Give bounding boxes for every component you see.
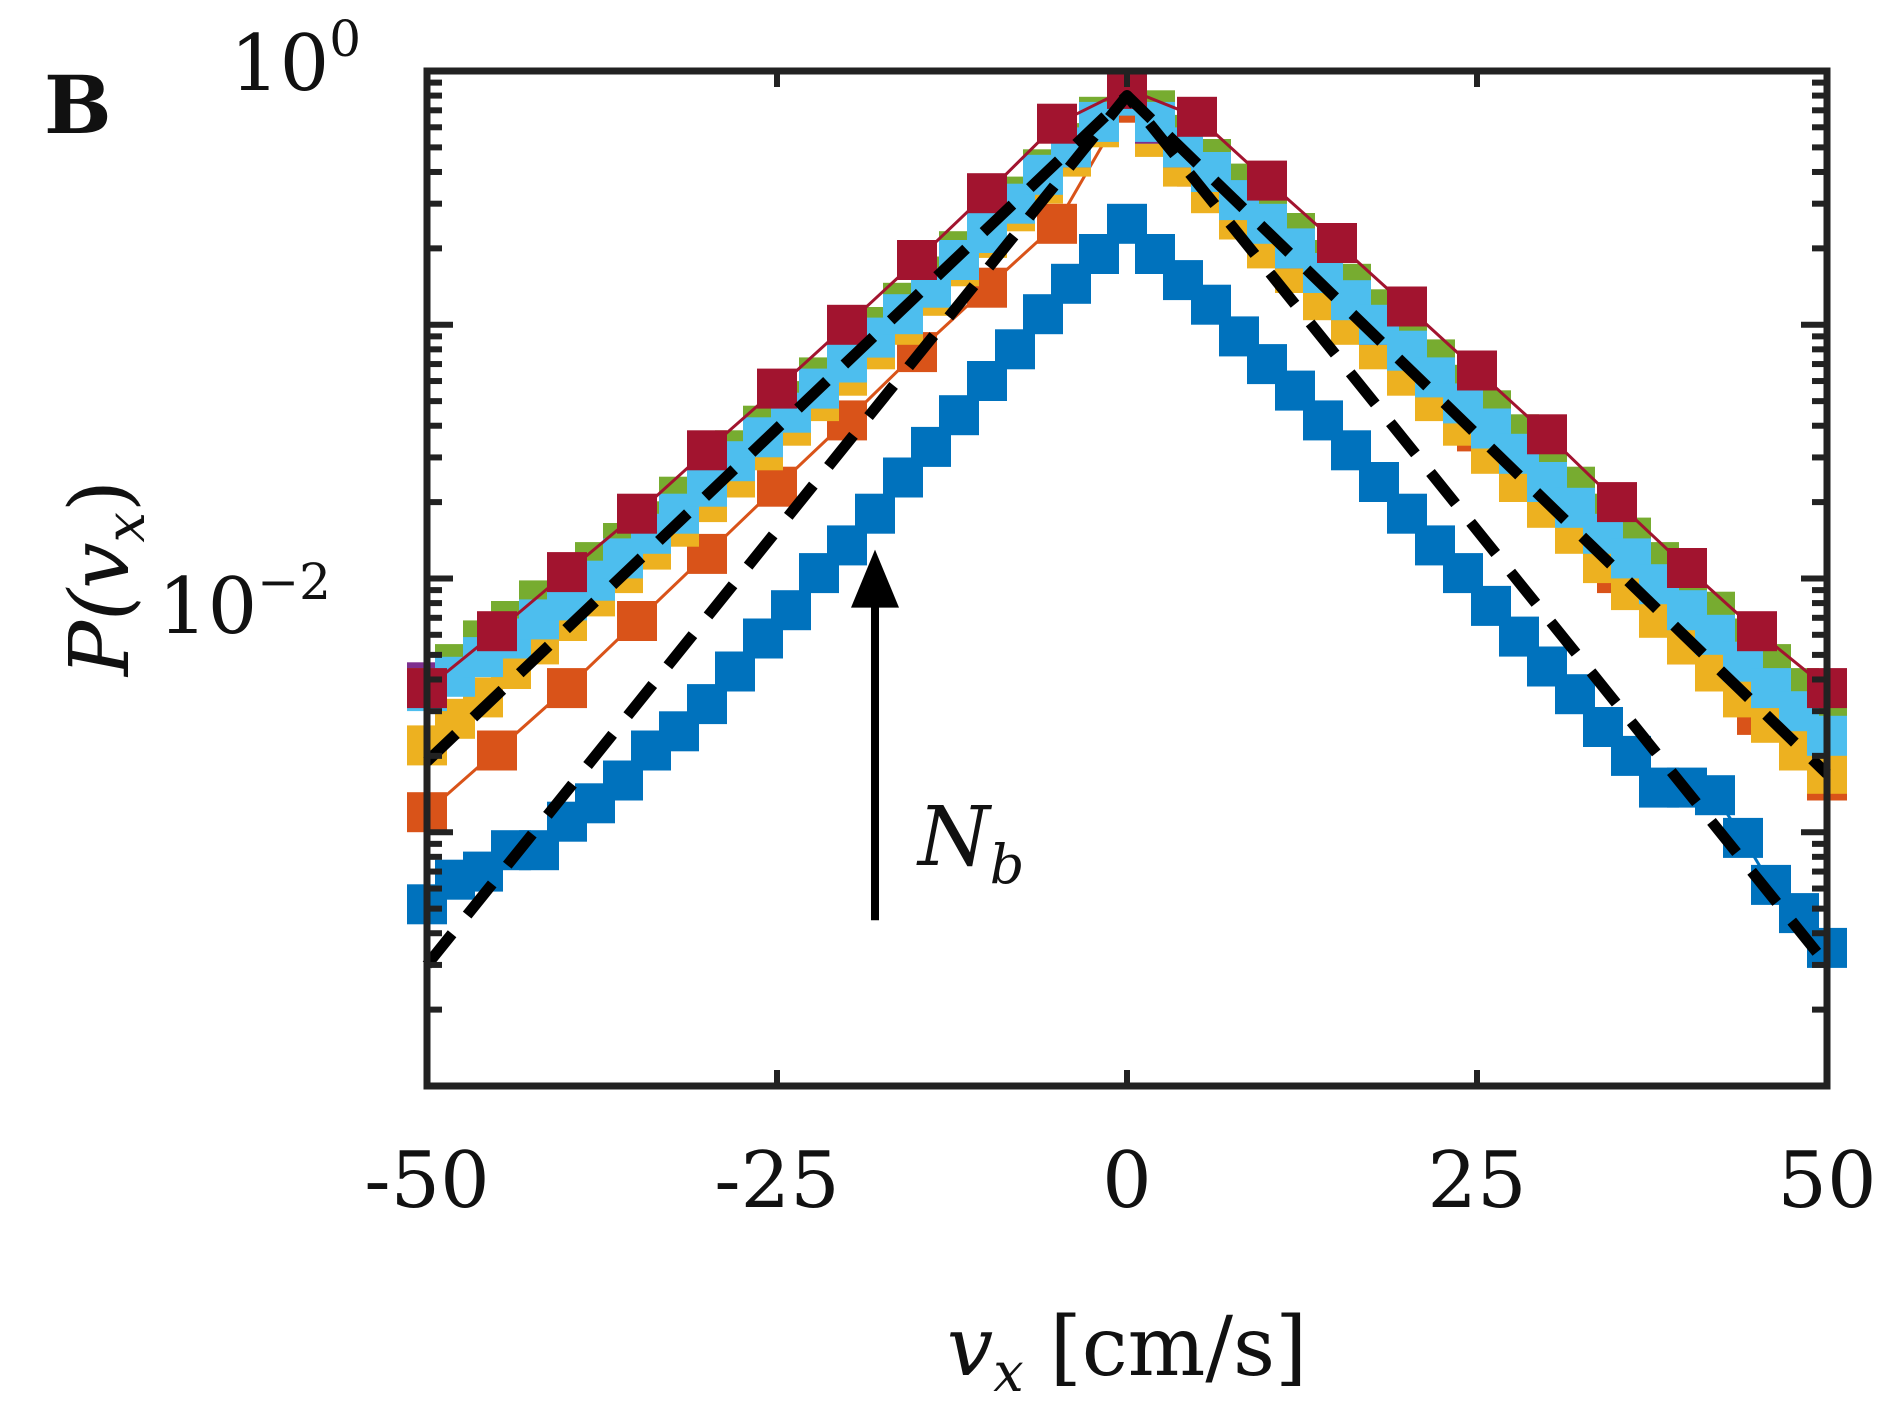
series-1-point xyxy=(1695,775,1735,816)
nb-label: Nb xyxy=(916,790,1024,896)
series-2-point xyxy=(757,466,797,507)
series-7-point xyxy=(827,304,867,345)
series-7-point xyxy=(1457,350,1497,391)
series-7-point xyxy=(687,430,727,471)
series-2-point xyxy=(1037,203,1077,244)
series-2 xyxy=(407,82,1847,833)
fit-line-2 xyxy=(423,90,1831,778)
series-6 xyxy=(407,75,1847,756)
series-2-point xyxy=(477,730,517,771)
y-tick-label-top: 100 xyxy=(230,10,361,109)
series-1-point xyxy=(855,493,895,534)
series-7-point xyxy=(1597,482,1637,523)
series-7-point xyxy=(1247,160,1287,201)
series-7-point xyxy=(1667,548,1707,588)
panel-label: B xyxy=(44,58,112,152)
x-axis-label: vx [cm/s] xyxy=(947,1300,1307,1404)
nb-arrow-head xyxy=(851,549,899,608)
series-7-point xyxy=(1737,611,1777,652)
series-7-point xyxy=(1527,414,1567,455)
series-7-point xyxy=(967,173,1007,214)
x-tick-label: 25 xyxy=(1427,1136,1526,1226)
series-7-point xyxy=(1317,223,1357,263)
series-7-point xyxy=(477,611,517,652)
y-axis-label: P(vx) xyxy=(53,480,157,678)
series-2-point xyxy=(547,668,587,709)
series-1-point xyxy=(939,395,979,436)
series-7-point xyxy=(547,552,587,593)
series-3-line xyxy=(425,93,1828,775)
x-tick-label: -50 xyxy=(364,1136,490,1226)
series-layer xyxy=(407,68,1847,968)
x-tick-label: 0 xyxy=(1102,1136,1152,1226)
x-tick-label: 50 xyxy=(1777,1136,1876,1226)
x-tick-label: -25 xyxy=(714,1136,840,1226)
series-7-point xyxy=(897,240,937,280)
series-2-point xyxy=(617,601,657,641)
fit-layer xyxy=(422,90,1832,969)
series-3 xyxy=(407,75,1847,794)
series-7-point xyxy=(1177,96,1217,137)
series-1-point xyxy=(995,329,1035,370)
nb-annotation: Nb xyxy=(851,549,1024,921)
ticks-layer xyxy=(424,71,1830,1089)
series-7-point xyxy=(617,493,657,534)
series-7-point xyxy=(1037,103,1077,144)
series-7-point xyxy=(1387,286,1427,327)
series-1-point xyxy=(771,590,811,631)
y-tick-label-mid: 10−2 xyxy=(158,553,331,652)
series-7-point xyxy=(757,368,797,409)
